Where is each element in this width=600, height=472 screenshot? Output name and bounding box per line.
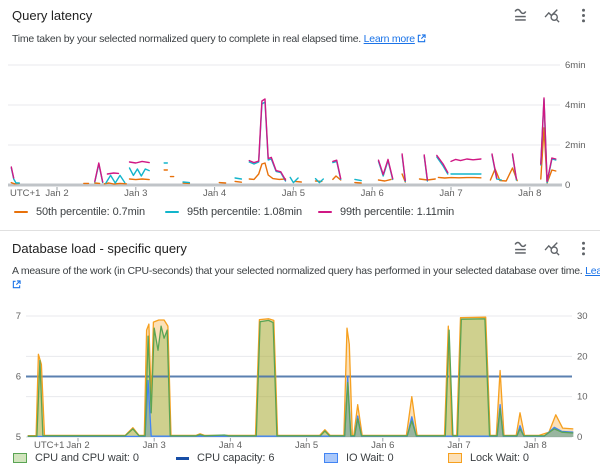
svg-text:6min: 6min bbox=[565, 60, 586, 71]
svg-text:Jan 3: Jan 3 bbox=[143, 440, 166, 450]
legend-item-io-wait[interactable]: IO Wait: 0 bbox=[324, 452, 394, 464]
database-load-chart[interactable]: 0 10 20 30 5 6 7 UTC+1 Jan 2 Jan 3 Jan 4 Jan 5 Jan 6… bbox=[0, 298, 600, 450]
external-link-icon[interactable] bbox=[417, 34, 426, 46]
query-latency-chart[interactable]: 0 2min 4min 6min UTC+1 Jan 2 Jan 3 Jan 4 Jan 5 Ja… bbox=[0, 56, 600, 202]
legend-item-p95[interactable]: 95th percentile: 1.08min bbox=[165, 206, 302, 218]
external-link-icon[interactable] bbox=[12, 280, 600, 292]
svg-text:Jan 7: Jan 7 bbox=[439, 188, 462, 199]
panel-title-query-latency: Query latency bbox=[12, 8, 93, 23]
svg-text:Jan 8: Jan 8 bbox=[524, 440, 547, 450]
svg-text:Jan 7: Jan 7 bbox=[447, 440, 470, 450]
p50-swatch bbox=[14, 210, 28, 214]
p99-swatch bbox=[318, 210, 332, 214]
explore-data-icon[interactable] bbox=[544, 240, 561, 257]
lock-wait-label: Lock Wait: 0 bbox=[470, 452, 529, 464]
database-load-panel: Database load - specific query A measure… bbox=[0, 231, 600, 472]
panel1-subtitle: Time taken by your selected normalized q… bbox=[12, 33, 600, 46]
svg-text:Jan 4: Jan 4 bbox=[203, 188, 226, 199]
cpu-capacity-swatch bbox=[176, 456, 189, 460]
svg-text:Jan 5: Jan 5 bbox=[295, 440, 318, 450]
svg-text:Jan 5: Jan 5 bbox=[282, 188, 305, 199]
cpu-wait-label: CPU and CPU wait: 0 bbox=[35, 452, 139, 464]
svg-text:10: 10 bbox=[577, 392, 588, 403]
panel-title-database-load: Database load - specific query bbox=[12, 241, 187, 256]
p95-label: 95th percentile: 1.08min bbox=[187, 206, 303, 218]
svg-text:6: 6 bbox=[16, 372, 21, 383]
svg-text:Jan 3: Jan 3 bbox=[124, 188, 147, 199]
more-options-icon[interactable] bbox=[575, 7, 592, 24]
legend-item-lock-wait[interactable]: Lock Wait: 0 bbox=[448, 452, 529, 464]
panel2-subtitle: A measure of the work (in CPU-seconds) t… bbox=[12, 265, 600, 292]
svg-text:20: 20 bbox=[577, 351, 588, 362]
panel1-header-icons bbox=[513, 7, 592, 24]
legend-item-cpu-wait[interactable]: CPU and CPU wait: 0 bbox=[13, 452, 139, 464]
chart-type-icon[interactable] bbox=[513, 240, 530, 257]
p95-swatch bbox=[165, 210, 179, 214]
panel2-learn-more-link[interactable]: Learn more bbox=[585, 265, 600, 277]
chart-type-icon[interactable] bbox=[513, 7, 530, 24]
svg-text:5: 5 bbox=[16, 432, 21, 443]
p50-label: 50th percentile: 0.7min bbox=[36, 206, 145, 218]
panel2-header-icons bbox=[513, 240, 592, 257]
svg-text:UTC+1: UTC+1 bbox=[10, 188, 40, 199]
io-wait-label: IO Wait: 0 bbox=[346, 452, 394, 464]
svg-text:7: 7 bbox=[16, 311, 21, 322]
svg-text:Jan 6: Jan 6 bbox=[371, 440, 394, 450]
panel-divider bbox=[0, 230, 600, 231]
p99-label: 99th percentile: 1.11min bbox=[340, 206, 455, 218]
svg-text:Jan 4: Jan 4 bbox=[219, 440, 242, 450]
svg-text:0: 0 bbox=[577, 432, 582, 443]
io-wait-swatch bbox=[324, 453, 338, 463]
more-options-icon[interactable] bbox=[575, 240, 592, 257]
svg-text:30: 30 bbox=[577, 311, 588, 322]
svg-text:UTC+1: UTC+1 bbox=[34, 440, 64, 450]
svg-text:Jan 6: Jan 6 bbox=[361, 188, 384, 199]
legend-item-cpu-capacity[interactable]: CPU capacity: 6 bbox=[176, 452, 274, 464]
explore-data-icon[interactable] bbox=[544, 7, 561, 24]
panel1-learn-more-link[interactable]: Learn more bbox=[363, 33, 415, 45]
lock-wait-swatch bbox=[448, 453, 462, 463]
svg-text:0: 0 bbox=[565, 180, 570, 191]
svg-text:Jan 2: Jan 2 bbox=[45, 188, 68, 199]
legend-item-p50[interactable]: 50th percentile: 0.7min bbox=[14, 206, 145, 218]
svg-text:2min: 2min bbox=[565, 140, 586, 151]
panel2-subtitle-text: A measure of the work (in CPU-seconds) t… bbox=[12, 265, 583, 277]
svg-text:Jan 2: Jan 2 bbox=[66, 440, 89, 450]
cpu-wait-swatch bbox=[13, 453, 27, 463]
query-latency-panel: Query latency Time taken by your selecte… bbox=[0, 0, 600, 231]
panel1-subtitle-text: Time taken by your selected normalized q… bbox=[12, 33, 361, 45]
svg-text:4min: 4min bbox=[565, 100, 586, 111]
legend-item-p99[interactable]: 99th percentile: 1.11min bbox=[318, 206, 454, 218]
svg-text:Jan 8: Jan 8 bbox=[518, 188, 541, 199]
cpu-capacity-label: CPU capacity: 6 bbox=[197, 452, 275, 464]
